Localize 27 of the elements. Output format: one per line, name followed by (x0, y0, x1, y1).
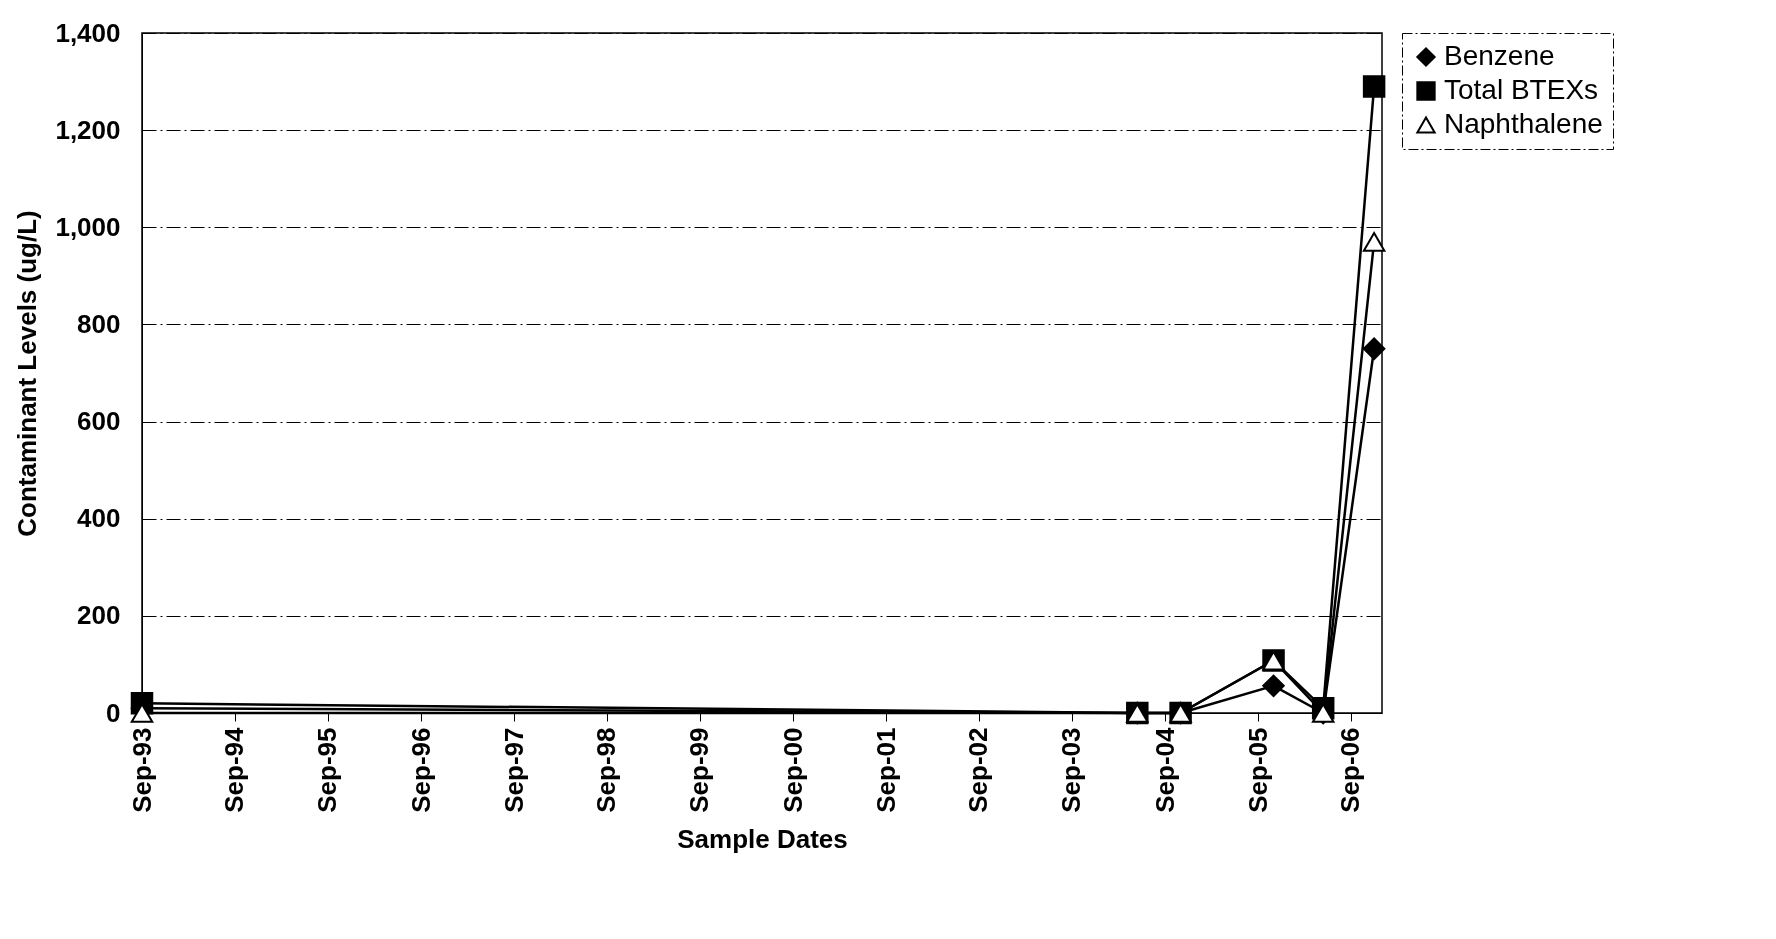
x-tick-label: Sep-94 (219, 726, 250, 813)
x-tick-label: Sep-99 (684, 727, 715, 813)
legend-label: Total BTEXs (1444, 74, 1599, 105)
y-axis-title: Contaminant Levels (ug/L) (12, 210, 43, 537)
y-tick-label: 200 (77, 600, 121, 631)
y-tick-label: 1,000 (55, 211, 121, 242)
y-tick-label: 1,200 (55, 114, 121, 145)
x-tick-label: Sep-06 (1335, 727, 1366, 813)
legend-label: Naphthalene (1444, 108, 1603, 139)
x-tick-label: Sep-93 (126, 727, 157, 813)
x-tick-label: Sep-01 (870, 727, 901, 813)
x-tick-label: Sep-97 (498, 727, 529, 813)
y-tick-label: 400 (77, 503, 121, 534)
y-tick-label: 1,400 (55, 17, 121, 48)
x-tick-label: Sep-00 (777, 727, 808, 813)
x-tick-label: Sep-98 (591, 727, 622, 813)
legend-label: Benzene (1444, 40, 1555, 71)
x-tick-label: Sep-05 (1242, 727, 1273, 813)
x-tick-label: Sep-96 (405, 727, 436, 813)
x-axis-title: Sample Dates (677, 823, 848, 854)
x-tick-label: Sep-04 (1149, 726, 1180, 813)
y-tick-label: 800 (77, 308, 121, 339)
y-tick-label: 600 (77, 406, 121, 437)
x-tick-label: Sep-95 (312, 727, 343, 813)
x-tick-label: Sep-02 (963, 727, 994, 813)
x-tick-label: Sep-03 (1056, 727, 1087, 813)
y-tick-label: 0 (106, 697, 121, 728)
